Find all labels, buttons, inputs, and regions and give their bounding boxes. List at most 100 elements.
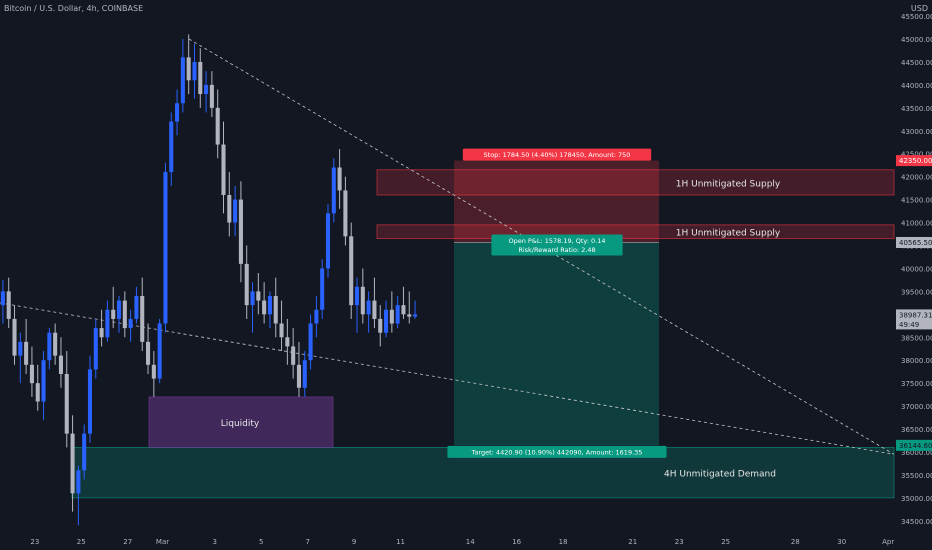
zone-rect xyxy=(148,396,334,448)
x-tick-label: 7 xyxy=(305,538,309,546)
x-tick-label: 3 xyxy=(213,538,217,546)
candle-body xyxy=(227,195,232,223)
candle-body xyxy=(384,309,389,333)
candle-body xyxy=(6,291,11,319)
candle-body xyxy=(87,369,93,434)
x-tick-label: Mar xyxy=(156,538,169,546)
candle-body xyxy=(175,103,180,122)
y-tick-label: 45500.00 xyxy=(901,13,932,21)
candle-body xyxy=(82,433,87,471)
stop-zone xyxy=(454,160,659,243)
zone-label: 1H Unmitigated Supply xyxy=(676,229,781,239)
y-tick-label: 43500.00 xyxy=(901,105,932,113)
candle-body xyxy=(192,61,197,81)
candle-body xyxy=(169,121,174,173)
x-tick-label: Apr xyxy=(882,538,894,546)
candle-body xyxy=(41,360,46,402)
candle-body xyxy=(279,323,284,338)
y-tick-label: 37000.00 xyxy=(901,403,932,411)
candle-body xyxy=(70,433,75,494)
x-tick-label: 18 xyxy=(559,538,568,546)
y-tick-label: 36500.00 xyxy=(901,426,932,434)
candle-body xyxy=(134,295,139,319)
candle-body xyxy=(395,305,400,324)
candle-body xyxy=(76,470,81,494)
candle-body xyxy=(302,360,307,388)
candle-body xyxy=(285,337,290,347)
candle-body xyxy=(122,300,127,329)
candle-body xyxy=(128,318,133,329)
candle-body xyxy=(401,305,406,315)
candle-body xyxy=(47,332,52,361)
candle-body xyxy=(349,236,354,306)
stop-label-bg xyxy=(462,148,652,161)
zone-rect xyxy=(376,169,895,196)
candle-body xyxy=(163,172,168,324)
price-label: 38987.31 xyxy=(899,311,932,319)
candle-body xyxy=(320,268,325,310)
candle-body xyxy=(360,286,365,315)
candle-body xyxy=(157,323,162,379)
candle-body xyxy=(35,383,40,402)
candle-body xyxy=(337,167,342,191)
y-tick-label: 38500.00 xyxy=(901,334,932,342)
candle-body xyxy=(314,309,319,324)
x-tick-label: 11 xyxy=(396,538,405,546)
x-tick-label: 5 xyxy=(259,538,263,546)
candle-body xyxy=(273,295,278,324)
y-tick-label: 39500.00 xyxy=(901,288,932,296)
candle-body xyxy=(331,167,336,214)
y-tick-label: 38000.00 xyxy=(901,357,932,365)
candle-body xyxy=(343,190,348,237)
price-label: 36144.60 xyxy=(899,442,932,450)
candle-body xyxy=(308,323,313,361)
candle-body xyxy=(209,84,214,108)
candle-body xyxy=(238,199,243,264)
price-label: 42350.00 xyxy=(899,157,932,165)
x-tick-label: 23 xyxy=(30,538,39,546)
candle-body xyxy=(262,300,267,315)
y-tick-label: 42500.00 xyxy=(901,151,932,159)
candle-body xyxy=(18,341,23,356)
x-tick-label: 23 xyxy=(675,538,684,546)
y-tick-label: 41000.00 xyxy=(901,220,932,228)
candle-body xyxy=(146,341,151,365)
candle-body xyxy=(186,57,191,81)
pnl-label: Open P&L: 1578.19, Qty: 0.14 xyxy=(508,237,605,245)
x-tick-label: 21 xyxy=(628,538,637,546)
zone-label: Liquidity xyxy=(221,419,260,429)
pnl-label-bg xyxy=(491,234,623,256)
x-tick-label: 28 xyxy=(791,538,800,546)
candle-body xyxy=(389,309,394,324)
candle-body xyxy=(291,346,296,365)
price-label-bg xyxy=(896,236,932,248)
x-tick-label: 27 xyxy=(123,538,132,546)
candle-body xyxy=(354,286,360,306)
pnl-label: Risk/Reward Ratio: 2.48 xyxy=(518,246,595,254)
currency-badge[interactable]: USD xyxy=(910,4,928,13)
zone-label: 1H Unmitigated Supply xyxy=(676,179,781,189)
candle-body xyxy=(198,61,203,95)
y-tick-label: 43000.00 xyxy=(901,128,932,136)
symbol-title: Bitcoin / U.S. Dollar, 4h, COINBASE xyxy=(4,4,144,13)
x-tick-label: 25 xyxy=(721,538,730,546)
y-tick-label: 35000.00 xyxy=(901,495,932,503)
price-label-bg xyxy=(896,439,932,451)
candle-body xyxy=(29,364,34,384)
candle-body xyxy=(413,314,418,317)
candle-body xyxy=(250,291,255,306)
candle-body xyxy=(111,309,116,319)
candle-body xyxy=(12,318,17,356)
y-tick-label: 36000.00 xyxy=(901,449,932,457)
candle-body xyxy=(204,84,209,95)
candle-body xyxy=(233,199,238,223)
candle-body xyxy=(24,341,29,365)
x-tick-label: 30 xyxy=(837,538,846,546)
target-zone xyxy=(454,242,659,446)
zone-label: 4H Unmitigated Demand xyxy=(664,470,776,480)
candle-body xyxy=(267,295,272,315)
y-tick-label: 44000.00 xyxy=(901,82,932,90)
trend-line xyxy=(0,302,895,455)
target-label: Target: 4420.90 (10.90%) 442090, Amount:… xyxy=(471,448,643,456)
